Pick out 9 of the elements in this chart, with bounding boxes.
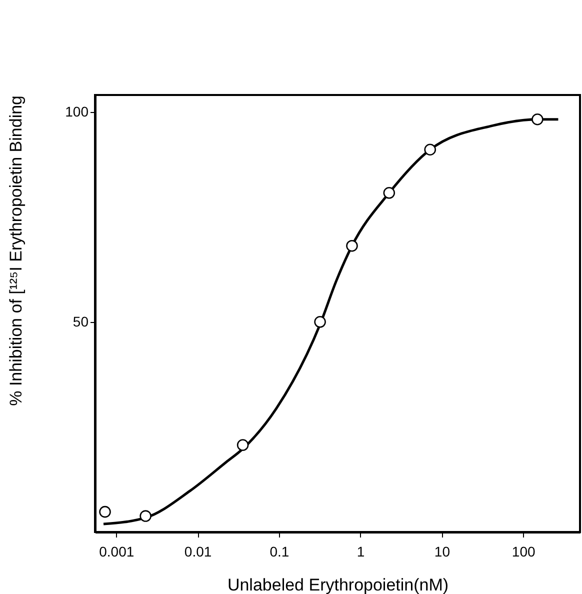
x-tick-label: 10	[434, 544, 450, 560]
y-axis-title: % Inhibition of [¹²⁵I Erythropoietin Binding	[6, 96, 26, 406]
x-tick-label: 1	[356, 544, 365, 560]
y-tick-label: 50	[72, 313, 89, 330]
x-tick-label: 100	[512, 544, 536, 560]
x-tick-label: 0.1	[270, 544, 290, 560]
x-tick-label: 0.01	[184, 544, 212, 560]
x-tick-label: 0.001	[99, 544, 134, 560]
x-axis-title: Unlabeled Erythropoietin(nM)	[227, 576, 449, 594]
